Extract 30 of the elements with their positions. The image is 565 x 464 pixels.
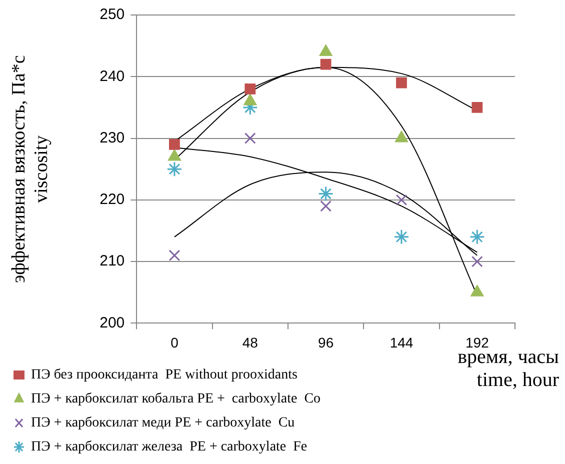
y-tick-label: 250	[100, 6, 125, 24]
point	[320, 200, 332, 212]
point	[244, 84, 256, 94]
point	[396, 77, 407, 88]
point	[469, 229, 485, 245]
legend-label: ПЭ + карбоксилат меди PE + carboxylate Cu	[31, 416, 295, 431]
y-tick-label: 210	[100, 252, 125, 270]
point	[320, 58, 332, 70]
point	[166, 161, 182, 177]
x-tick-label: 96	[318, 334, 334, 350]
point	[169, 138, 180, 150]
legend-label: ПЭ без прооксиданта PE without prooxidants	[31, 368, 298, 383]
legend-label: ПЭ + карбоксилат железа PE + carboxylate Fe	[31, 440, 308, 455]
y-axis-title: эффективная вязкость, Па*с viscosity	[8, 55, 52, 283]
y-tick-label: 230	[100, 129, 125, 146]
point	[472, 102, 483, 113]
y-tick-label: 200	[100, 314, 125, 332]
x-tick-label: 0	[170, 334, 179, 350]
x-tick-label: 48	[242, 334, 258, 350]
y-tick-label: 240	[100, 68, 125, 85]
x-tick-label: 192	[465, 334, 490, 350]
x-tick-label: 144	[390, 334, 414, 350]
y-tick-label: 220	[100, 191, 125, 208]
point	[168, 250, 180, 262]
legend-label: ПЭ + карбоксилат кобальта PE + carboxylate Co	[31, 392, 321, 407]
point	[318, 186, 334, 202]
point	[394, 229, 410, 245]
point	[244, 132, 256, 144]
point	[396, 194, 408, 206]
point	[471, 256, 483, 268]
